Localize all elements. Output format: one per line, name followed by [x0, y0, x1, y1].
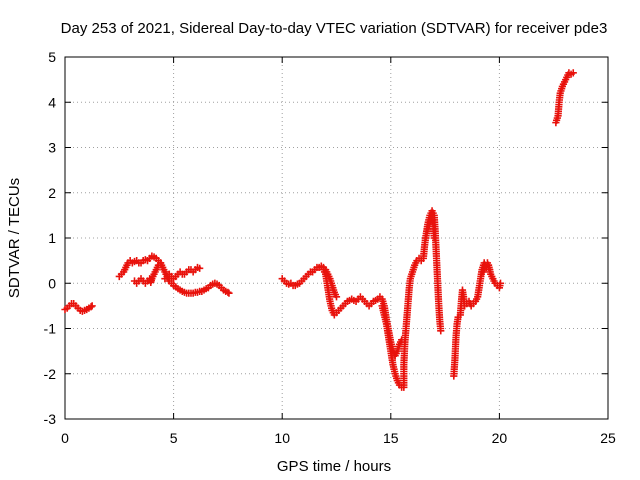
grid-lines — [65, 57, 608, 419]
data-point — [156, 259, 165, 267]
y-axis-label: SDTVAR / TECUs — [6, 178, 23, 298]
data-point — [486, 266, 494, 274]
x-tick-label: 20 — [492, 430, 508, 446]
chart-title: Day 253 of 2021, Sidereal Day-to-day VTE… — [61, 20, 608, 37]
x-tick-labels: 0 5 10 15 20 25 — [61, 430, 616, 446]
data-point — [225, 289, 233, 297]
data-point — [496, 279, 505, 287]
x-tick-label: 0 — [61, 430, 69, 446]
data-marks — [61, 69, 577, 391]
y-tick-labels: -3 -2 -1 0 1 2 3 4 5 — [44, 49, 57, 427]
data-point — [88, 302, 96, 310]
x-axis-label: GPS time / hours — [277, 458, 391, 475]
data-point — [569, 69, 577, 77]
data-point — [430, 234, 438, 242]
x-tick-label: 10 — [274, 430, 290, 446]
y-tick-label: -1 — [44, 321, 57, 337]
data-point — [87, 303, 95, 311]
y-tick-label: 4 — [48, 94, 56, 110]
data-point — [196, 264, 204, 272]
axis-ticks — [64, 56, 609, 420]
y-tick-label: 5 — [48, 49, 56, 65]
data-point — [437, 327, 445, 335]
data-point — [332, 293, 341, 301]
data-point — [224, 288, 232, 296]
x-tick-label: 5 — [170, 430, 178, 446]
y-tick-label: 1 — [48, 230, 56, 246]
y-tick-label: -2 — [44, 366, 57, 382]
plot-frame — [64, 56, 609, 420]
y-tick-label: 2 — [48, 185, 56, 201]
y-tick-label: 0 — [48, 275, 56, 291]
x-tick-label: 25 — [600, 430, 616, 446]
y-tick-label: -3 — [44, 411, 57, 427]
x-tick-label: 15 — [383, 430, 399, 446]
y-tick-label: 3 — [48, 140, 56, 156]
